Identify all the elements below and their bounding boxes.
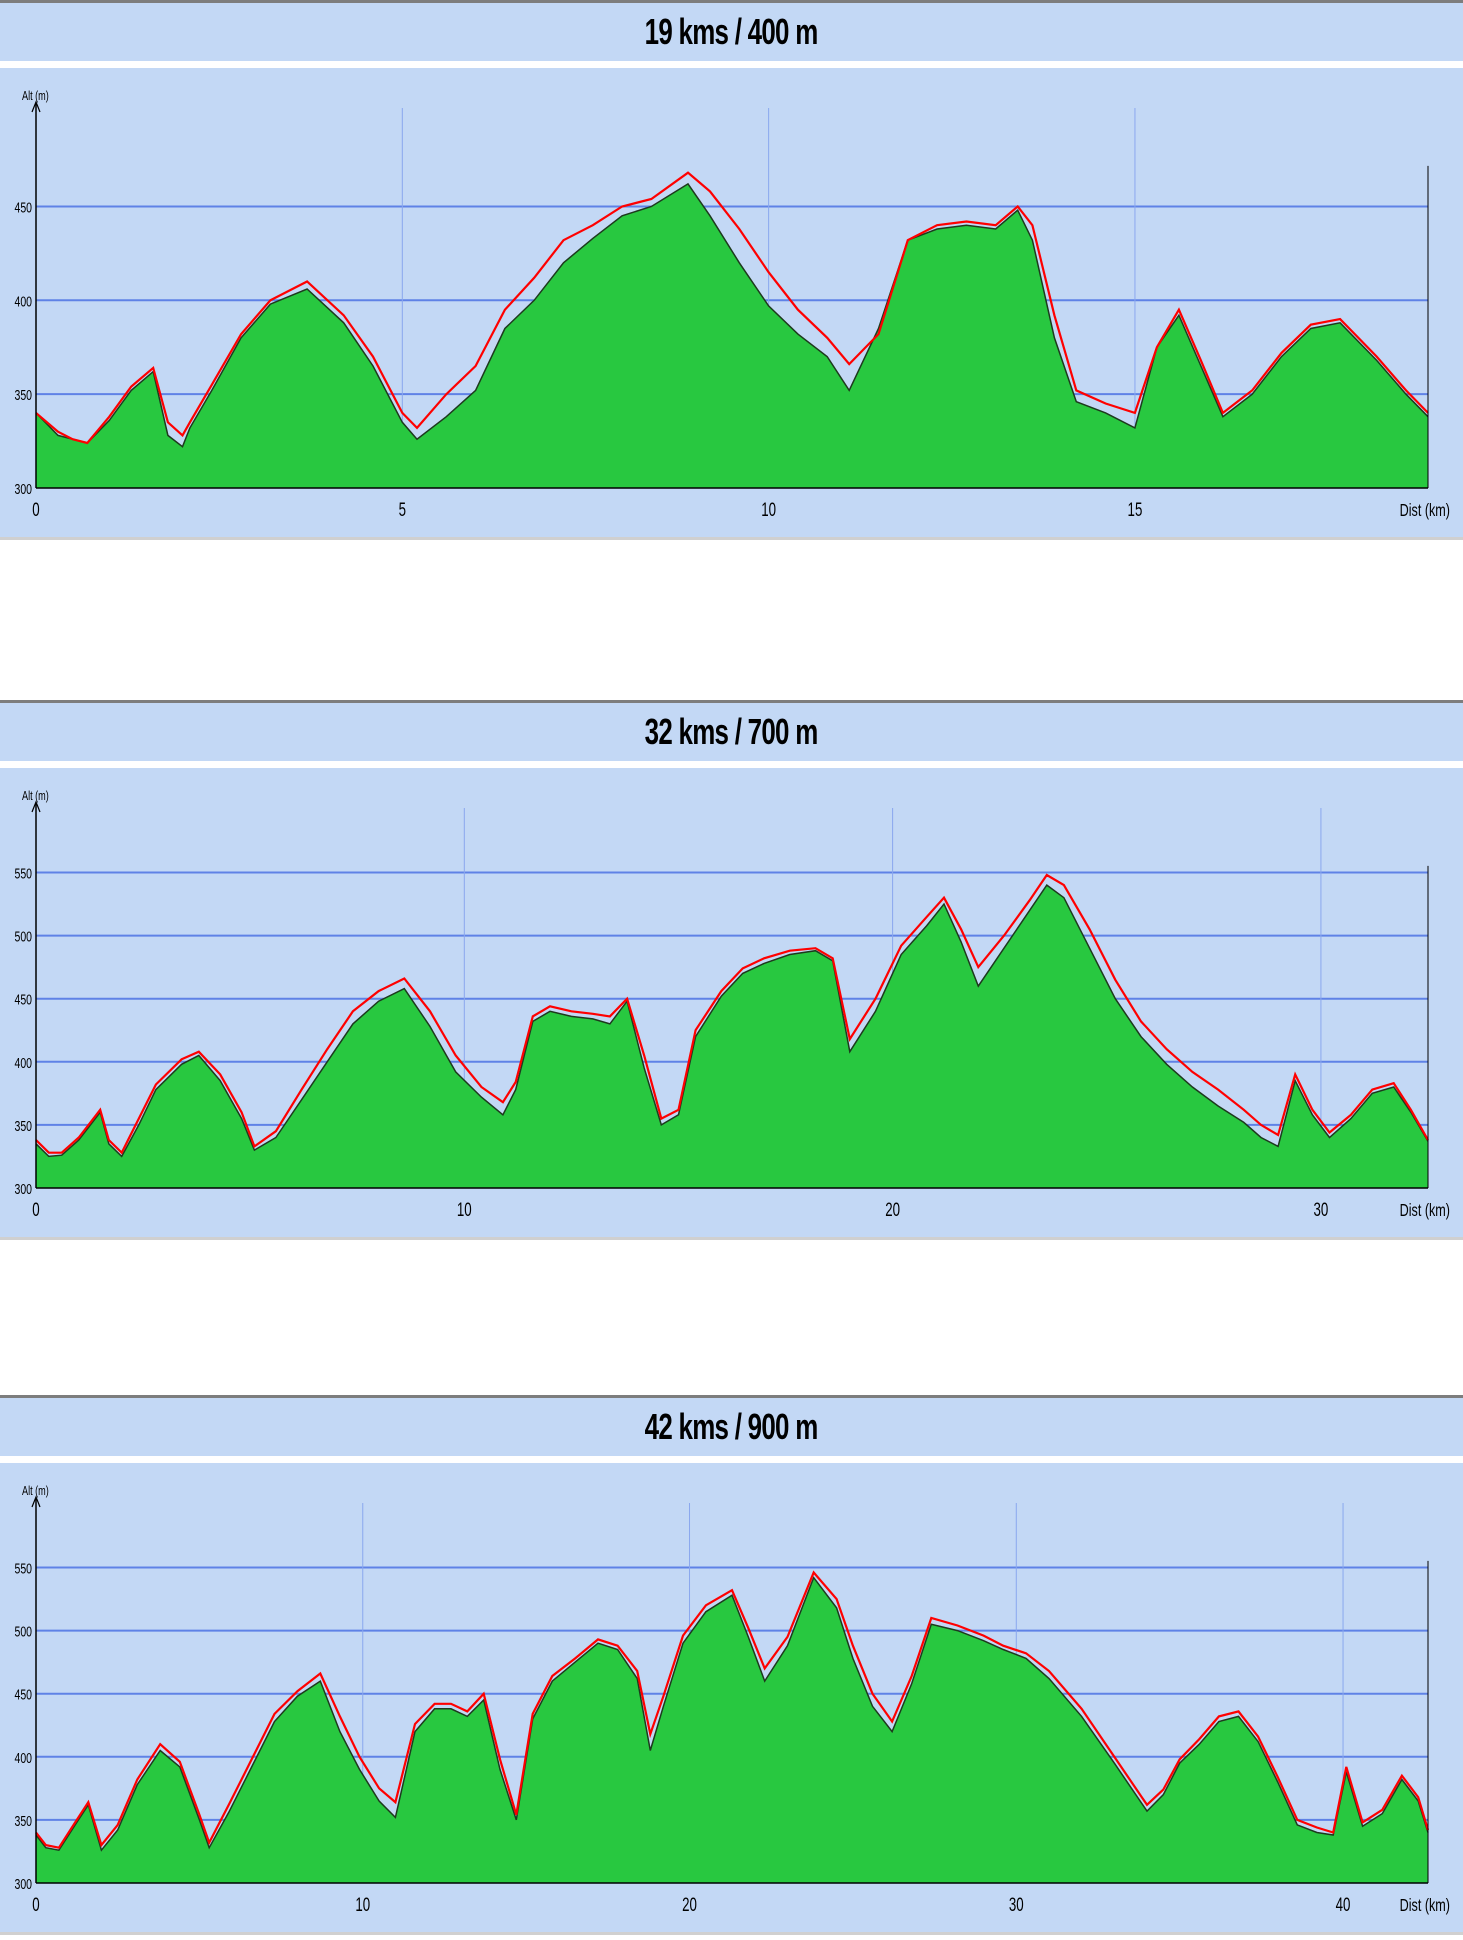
chart-title: 19 kms / 400 m [645, 11, 819, 52]
y-tick-label: 300 [14, 1180, 32, 1197]
y-tick-label: 450 [14, 991, 32, 1008]
terrain-outline [35, 884, 1429, 1158]
y-tick-label: 550 [14, 865, 32, 882]
y-tick-label: 350 [14, 1812, 32, 1829]
x-tick-label: 30 [1009, 1895, 1024, 1916]
plot-area: 300 350 400 450 500 550 0 10 20 30 40 Alt (m) Dist (… [0, 1463, 1463, 1935]
route-line [35, 1570, 1430, 1849]
y-tick-label: 400 [14, 292, 32, 309]
x-tick-label: 15 [1128, 500, 1143, 521]
terrain-area [36, 1577, 1428, 1883]
x-tick-label: 20 [682, 1895, 697, 1916]
y-axis-arrow [31, 1495, 41, 1508]
chart-title-bar: 19 kms / 400 m [0, 0, 1463, 64]
y-tick-label: 500 [14, 1623, 32, 1640]
profile-panel-1: 19 kms / 400 m 300 350 400 450 0 5 10 15 Alt (m)… [0, 0, 1463, 540]
terrain-area [36, 183, 1428, 488]
y-tick-label: 500 [14, 928, 32, 945]
x-tick-label: 30 [1314, 1200, 1329, 1221]
y-tick-label: 300 [14, 480, 32, 497]
y-tick-label: 400 [14, 1054, 32, 1071]
y-axis-arrow [31, 100, 41, 113]
x-axis-label: Dist (km) [1400, 1201, 1450, 1221]
y-axis-arrow [31, 800, 41, 813]
chart-title-bar: 42 kms / 900 m [0, 1395, 1463, 1459]
y-tick-label: 450 [14, 199, 32, 216]
terrain-area [36, 885, 1428, 1188]
y-tick-label: 350 [14, 1117, 32, 1134]
plot-area: 300 350 400 450 500 550 0 10 20 30 Alt (m) Dist (km… [0, 768, 1463, 1240]
y-tick-label: 550 [14, 1560, 32, 1577]
x-tick-label: 0 [32, 1895, 39, 1916]
profile-panel-3: 42 kms / 900 m 300 350 400 450 500 550 0 10 20 30… [0, 1395, 1463, 1935]
profile-panel-2: 32 kms / 700 m 300 350 400 450 500 550 0 10 20 30… [0, 700, 1463, 1240]
terrain-outline [35, 182, 1429, 448]
route-line [35, 873, 1429, 1155]
terrain-outline [35, 1576, 1429, 1852]
chart-title: 42 kms / 900 m [645, 1406, 819, 1447]
plot-area: 300 350 400 450 0 5 10 15 Alt (m) Dist (km) [0, 68, 1463, 540]
y-tick-label: 350 [14, 386, 32, 403]
y-axis-label: Alt (m) [22, 1485, 49, 1499]
x-tick-label: 10 [761, 500, 776, 521]
elevation-chart: 300 350 400 450 0 5 10 15 Alt (m) Dist (km) [14, 90, 1450, 521]
x-tick-label: 10 [457, 1200, 472, 1221]
elevation-chart: 300 350 400 450 500 550 0 10 20 30 40 Alt (m) Dist (… [14, 1485, 1450, 1916]
elevation-chart: 300 350 400 450 500 550 0 10 20 30 Alt (m) Dist (km… [14, 790, 1450, 1221]
x-tick-label: 0 [32, 500, 39, 521]
route-line [35, 171, 1429, 445]
chart-title-bar: 32 kms / 700 m [0, 700, 1463, 764]
x-axis-label: Dist (km) [1400, 501, 1450, 521]
chart-title: 32 kms / 700 m [645, 711, 819, 752]
x-axis-label: Dist (km) [1400, 1896, 1450, 1916]
x-tick-label: 5 [399, 500, 406, 521]
y-axis-label: Alt (m) [22, 90, 49, 104]
y-tick-label: 400 [14, 1749, 32, 1766]
x-tick-label: 10 [355, 1895, 370, 1916]
y-tick-label: 300 [14, 1875, 32, 1892]
x-tick-label: 40 [1336, 1895, 1351, 1916]
x-tick-label: 20 [885, 1200, 900, 1221]
y-axis-label: Alt (m) [22, 790, 49, 804]
y-tick-label: 450 [14, 1686, 32, 1703]
x-tick-label: 0 [32, 1200, 39, 1221]
